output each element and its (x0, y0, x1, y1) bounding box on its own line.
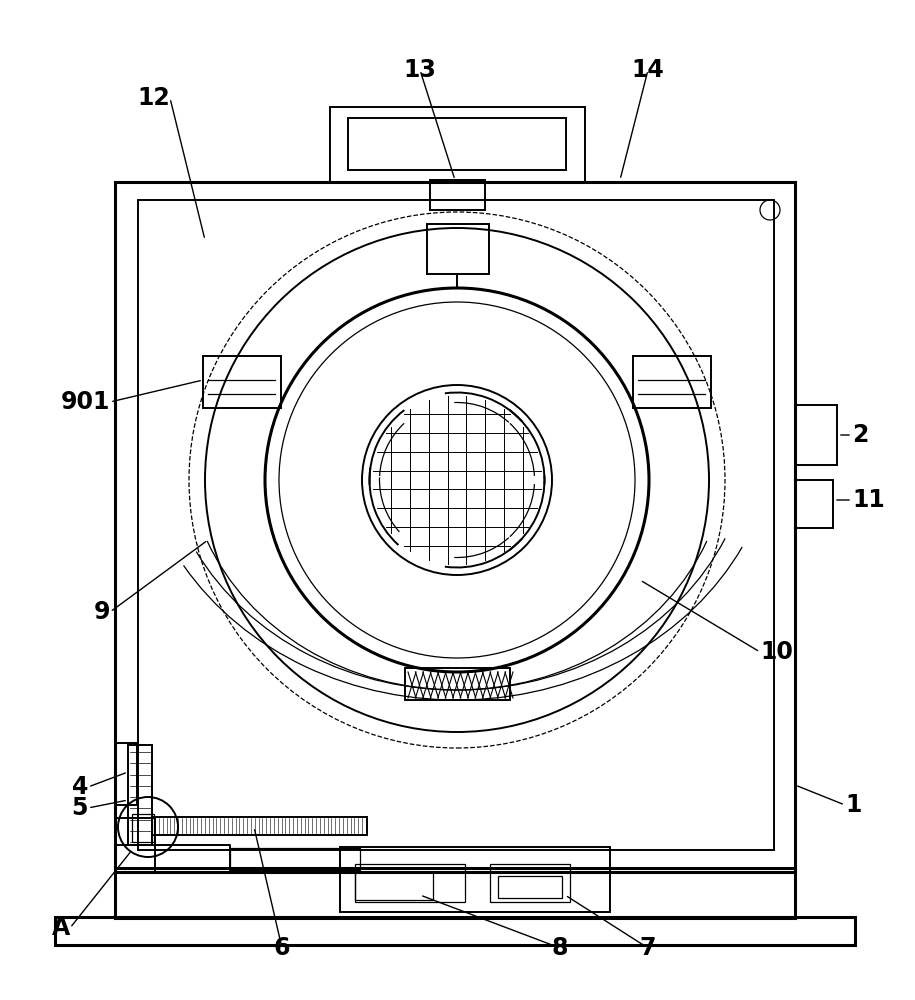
Bar (498, 876, 562, 898)
Bar (795, 405, 837, 465)
Text: A: A (52, 916, 70, 940)
Text: 6: 6 (274, 936, 290, 960)
Bar (795, 480, 833, 528)
Bar (430, 180, 485, 210)
Bar (348, 118, 566, 170)
Bar (490, 864, 570, 902)
Text: 10: 10 (760, 640, 793, 664)
Text: 8: 8 (552, 936, 568, 960)
Text: 4: 4 (71, 775, 88, 799)
Bar (633, 356, 711, 408)
Bar (427, 224, 489, 274)
Bar (230, 848, 360, 870)
Text: 13: 13 (404, 58, 436, 82)
Text: 12: 12 (137, 86, 170, 110)
Bar (132, 814, 154, 842)
Text: 1: 1 (845, 793, 861, 817)
Text: 11: 11 (852, 488, 885, 512)
Text: 2: 2 (852, 423, 868, 447)
Bar (115, 743, 137, 805)
Text: 9: 9 (93, 600, 110, 624)
Bar (355, 872, 433, 900)
Bar (115, 868, 795, 918)
Bar (138, 200, 774, 850)
Bar (330, 107, 585, 182)
Bar (55, 917, 855, 945)
Text: 5: 5 (71, 796, 88, 820)
Bar (405, 668, 510, 700)
Text: 7: 7 (640, 936, 656, 960)
Bar (203, 356, 281, 408)
Bar (355, 864, 465, 902)
Bar (340, 847, 610, 912)
Text: 14: 14 (631, 58, 664, 82)
Bar (152, 817, 367, 835)
Bar (115, 182, 795, 872)
Bar (128, 745, 152, 845)
Text: 901: 901 (60, 390, 110, 414)
